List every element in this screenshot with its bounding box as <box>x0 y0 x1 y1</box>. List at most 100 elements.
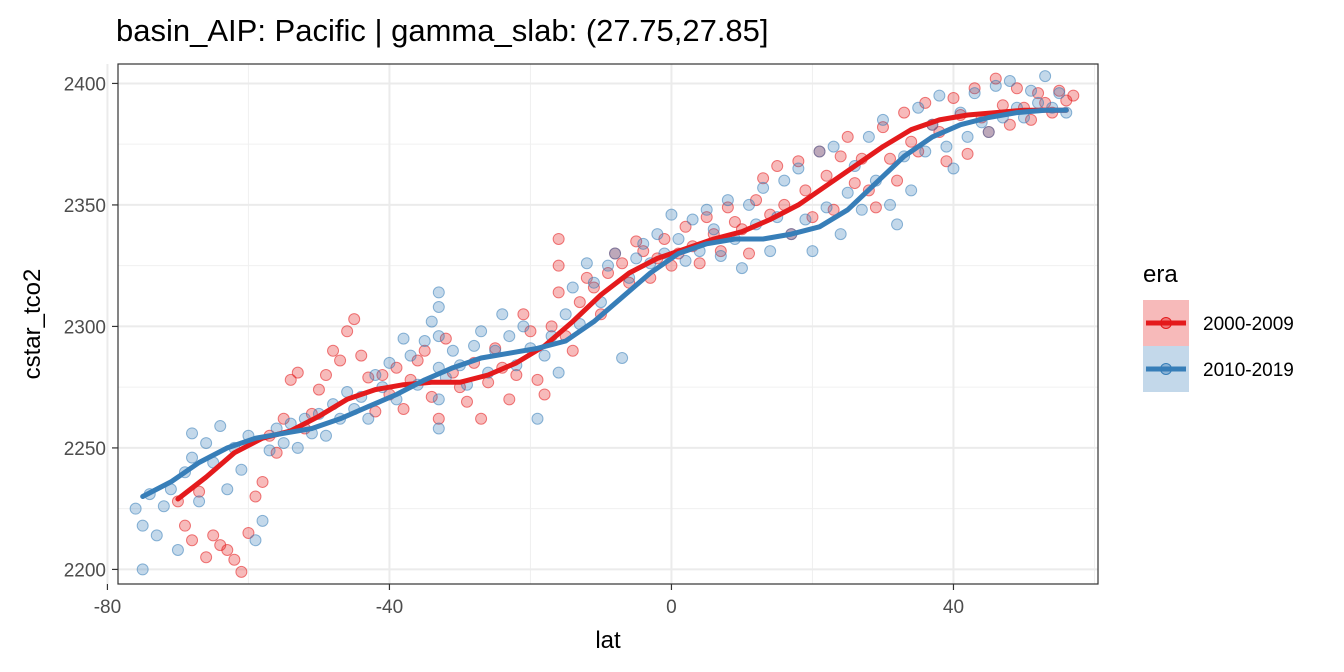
y-tick-label: 2300 <box>64 317 106 338</box>
data-point-era-2010-2019 <box>503 330 516 343</box>
data-point-era-2000-2009 <box>475 412 488 425</box>
data-point-era-2010-2019 <box>609 247 622 260</box>
data-point-era-2000-2009 <box>834 150 847 163</box>
data-point-era-2010-2019 <box>1032 96 1045 109</box>
data-point-era-2000-2009 <box>841 130 854 143</box>
data-point-era-2000-2009 <box>679 220 692 233</box>
data-point-era-2000-2009 <box>1032 87 1045 100</box>
data-point-era-2000-2009 <box>714 245 727 258</box>
data-point-era-2010-2019 <box>834 228 847 241</box>
data-point-era-2010-2019 <box>136 519 149 532</box>
data-point-era-2010-2019 <box>1025 84 1038 97</box>
data-point-era-2000-2009 <box>503 393 516 406</box>
data-point-era-2010-2019 <box>602 259 614 272</box>
data-point-era-2010-2019 <box>764 245 777 258</box>
data-point-era-2010-2019 <box>968 87 981 100</box>
y-tick-label: 2250 <box>64 439 106 460</box>
data-point-era-2010-2019 <box>150 529 163 542</box>
data-point-era-2000-2009 <box>510 369 523 382</box>
data-point-era-2010-2019 <box>432 422 445 435</box>
data-point-era-2000-2009 <box>616 257 629 270</box>
data-point-era-2010-2019 <box>1039 70 1052 83</box>
data-point-era-2000-2009 <box>341 325 354 338</box>
data-point-era-2000-2009 <box>348 313 361 326</box>
data-point-era-2010-2019 <box>369 369 382 382</box>
data-point-era-2000-2009 <box>552 286 565 299</box>
data-point-era-2000-2009 <box>439 332 452 345</box>
x-axis: -80 -40 0 40 <box>94 584 964 618</box>
data-point-era-2000-2009 <box>397 403 410 416</box>
data-point-era-2000-2009 <box>728 215 741 228</box>
data-point-era-2000-2009 <box>291 366 304 379</box>
data-point-era-2010-2019 <box>799 213 812 226</box>
data-point-era-2000-2009 <box>531 373 544 386</box>
data-point-era-2010-2019 <box>947 162 960 175</box>
data-point-era-2010-2019 <box>721 194 734 207</box>
data-point-era-2010-2019 <box>919 145 932 158</box>
data-point-era-2010-2019 <box>432 393 445 406</box>
data-point-era-2000-2009 <box>193 485 206 498</box>
y-tick-label: 2350 <box>64 196 106 217</box>
data-point-era-2010-2019 <box>651 228 664 241</box>
trend-line-era-2010-2019 <box>140 107 1069 499</box>
data-point-era-2010-2019 <box>672 232 685 245</box>
data-point-era-2010-2019 <box>961 130 974 143</box>
data-point-era-2010-2019 <box>757 181 770 194</box>
data-point-era-2000-2009 <box>545 320 558 333</box>
data-point-era-2010-2019 <box>432 300 445 313</box>
data-point-era-2000-2009 <box>334 354 347 367</box>
data-point-era-2010-2019 <box>291 441 304 454</box>
data-point-era-2000-2009 <box>848 177 861 190</box>
data-point-era-2000-2009 <box>207 529 220 542</box>
data-point-era-2010-2019 <box>531 412 544 425</box>
data-point-era-2000-2009 <box>200 551 213 564</box>
data-point-era-2000-2009 <box>517 308 530 321</box>
data-point-era-2000-2009 <box>996 99 1009 112</box>
data-point-era-2010-2019 <box>404 349 417 362</box>
y-axis-title: cstar_tco2 <box>19 269 46 380</box>
data-point-era-2010-2019 <box>186 427 199 440</box>
data-point-era-2000-2009 <box>221 543 234 556</box>
data-point-era-2010-2019 <box>637 237 650 250</box>
data-point-era-2010-2019 <box>214 420 227 433</box>
data-point-era-2010-2019 <box>496 308 509 321</box>
data-point-era-2010-2019 <box>884 198 897 211</box>
data-point-era-2010-2019 <box>855 203 868 216</box>
data-point-era-2010-2019 <box>277 437 290 450</box>
data-point-era-2010-2019 <box>446 344 459 357</box>
data-point-era-2010-2019 <box>1053 87 1066 100</box>
data-point-era-2010-2019 <box>475 325 488 338</box>
x-tick-label: 40 <box>943 597 964 618</box>
data-point-era-2000-2009 <box>566 344 579 357</box>
legend-key-point <box>1160 317 1172 329</box>
y-tick-label: 2200 <box>64 560 106 581</box>
data-point-era-2010-2019 <box>686 213 699 226</box>
data-point-era-2010-2019 <box>418 335 431 348</box>
data-point-era-2010-2019 <box>249 534 262 547</box>
data-point-era-2000-2009 <box>242 526 255 539</box>
data-point-era-2010-2019 <box>468 339 481 352</box>
data-point-era-2010-2019 <box>171 543 184 556</box>
data-point-era-2000-2009 <box>249 490 262 503</box>
data-point-era-2010-2019 <box>841 186 854 199</box>
x-axis-title: lat <box>595 627 621 654</box>
data-point-era-2000-2009 <box>947 92 960 105</box>
data-point-era-2010-2019 <box>891 218 904 231</box>
plot-panel <box>106 63 1099 585</box>
data-point-era-2010-2019 <box>707 223 720 236</box>
data-point-era-2010-2019 <box>256 514 269 527</box>
data-point-era-2010-2019 <box>743 198 756 211</box>
plot-border <box>117 63 1099 585</box>
legend-title: era <box>1143 261 1178 288</box>
data-point-era-2010-2019 <box>933 89 946 102</box>
data-point-era-2000-2009 <box>552 232 565 245</box>
data-point-era-2000-2009 <box>319 369 332 382</box>
data-point-era-2010-2019 <box>630 252 643 265</box>
data-point-era-2000-2009 <box>235 565 248 578</box>
data-point-era-2010-2019 <box>580 257 593 270</box>
data-point-era-2010-2019 <box>940 140 953 153</box>
data-point-era-2000-2009 <box>961 147 974 160</box>
data-point-era-2000-2009 <box>898 106 911 119</box>
data-point-era-2000-2009 <box>362 371 375 384</box>
data-point-era-2000-2009 <box>743 247 756 260</box>
